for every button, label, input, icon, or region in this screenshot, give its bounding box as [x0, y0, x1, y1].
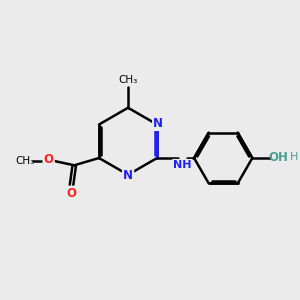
Text: OH: OH [268, 151, 288, 164]
Text: O: O [66, 187, 76, 200]
Text: N: N [153, 117, 163, 130]
Text: N: N [123, 169, 133, 182]
Text: CH₃: CH₃ [118, 75, 138, 85]
Text: CH₃: CH₃ [15, 156, 34, 166]
Text: H: H [290, 152, 298, 162]
Text: O: O [44, 153, 54, 166]
Text: NH: NH [173, 160, 192, 170]
